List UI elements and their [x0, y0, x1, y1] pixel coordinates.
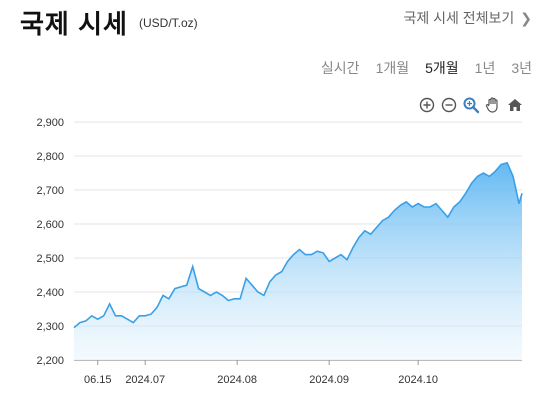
view-all-label: 국제 시세 전체보기: [403, 10, 515, 26]
y-tick-label: 2,500: [36, 253, 64, 265]
y-tick-label: 2,900: [36, 117, 64, 129]
period-tab[interactable]: 실시간: [320, 60, 360, 76]
pan-hand-icon[interactable]: [484, 96, 502, 114]
zoom-in-icon[interactable]: [418, 96, 436, 114]
y-tick-label: 2,300: [36, 321, 64, 333]
period-tab[interactable]: 1개월: [375, 60, 410, 76]
view-all-link[interactable]: 국제 시세 전체보기 ❯: [403, 8, 532, 28]
y-tick-label: 2,700: [36, 185, 64, 197]
period-tab[interactable]: 5개월: [425, 60, 459, 76]
chart-toolbar: [418, 96, 524, 114]
price-chart: 2,200 2,300 2,400 2,500 2,600 2,700 2,800 2,900…: [36, 117, 523, 386]
y-tick-label: 2,600: [36, 219, 64, 231]
header: 국제 시세 (USD/T.oz) 국제 시세 전체보기 ❯: [0, 0, 548, 40]
y-tick-label: 2,400: [36, 287, 64, 299]
series-area: [74, 162, 522, 360]
period-tab[interactable]: 1년: [474, 60, 496, 76]
y-tick-label: 2,800: [36, 151, 64, 163]
magnify-icon[interactable]: [462, 96, 480, 114]
x-tick-label: 2024.09: [309, 374, 349, 386]
x-tick-label: 2024.07: [125, 374, 165, 386]
zoom-out-icon[interactable]: [440, 96, 458, 114]
period-tab[interactable]: 3년: [511, 60, 532, 76]
chevron-right-icon: ❯: [520, 9, 532, 26]
page-title: 국제 시세: [20, 9, 128, 39]
y-tick-label: 2,200: [36, 355, 64, 367]
x-tick-label: 06.15: [84, 374, 112, 386]
unit-label: (USD/T.oz): [139, 16, 198, 30]
series-line: [73, 161, 523, 329]
home-icon[interactable]: [506, 96, 524, 114]
x-tick-label: 2024.10: [398, 374, 438, 386]
period-tabs: 실시간 1개월 5개월 1년 3년: [321, 58, 532, 78]
x-tick-label: 2024.08: [217, 374, 257, 386]
